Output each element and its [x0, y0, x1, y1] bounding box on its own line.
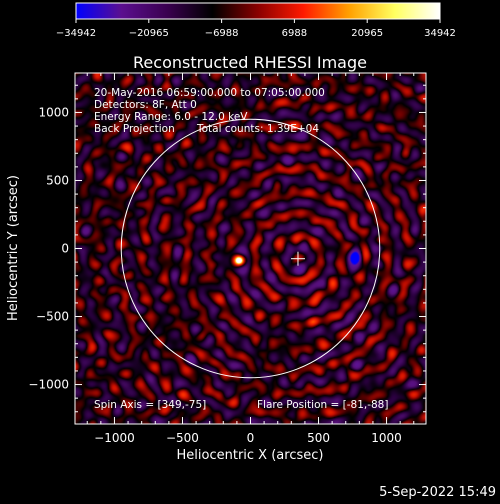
annotation-method: Back Projection	[94, 123, 175, 135]
timestamp-label: 5-Sep-2022 15:49	[379, 485, 496, 500]
x-tick-label: 500	[307, 431, 330, 445]
x-tick-label: −1000	[94, 431, 135, 445]
annotation-energy: Energy Range: 6.0 - 12.0 keV	[94, 111, 248, 123]
spin-axis-marker	[290, 251, 305, 266]
colorbar-tick-label: 34942	[424, 28, 456, 39]
x-axis-title: Heliocentric X (arcsec)	[177, 448, 324, 463]
annotation-total-counts: Total counts: 1.39E+04	[196, 123, 319, 135]
x-tick-label: 0	[247, 431, 255, 445]
spin-axis-label: Spin Axis = [349,-75]	[94, 399, 206, 411]
y-tick-label: 0	[61, 242, 69, 256]
solar-limb-circle	[120, 118, 381, 379]
flare-position-label: Flare Position = [-81,-88]	[257, 399, 388, 411]
y-tick-label: 1000	[38, 105, 69, 119]
y-tick-label: −500	[36, 310, 69, 324]
colorbar-ticks: −34942 −20965 −6988 6988 20965 34942	[56, 19, 456, 39]
y-axis-title: Heliocentric Y (arcsec)	[6, 175, 21, 321]
info-annotations: 20-May-2016 06:59:00.000 to 07:05:00.000…	[94, 87, 325, 135]
y-tick-label: 500	[46, 173, 69, 187]
heatmap-image	[75, 73, 426, 424]
colorbar	[75, 2, 441, 20]
colorbar-tick-label: 6988	[282, 28, 307, 39]
y-tick-labels: −1000 −500 0 500 1000	[28, 105, 69, 391]
colorbar-tick-label: −6988	[205, 28, 239, 39]
chart-title: Reconstructed RHESSI Image	[133, 53, 367, 72]
colorbar-tick-label: −20965	[129, 28, 169, 39]
annotation-detectors: Detectors: 8F, Att 0	[94, 99, 197, 111]
annotation-time-range: 20-May-2016 06:59:00.000 to 07:05:00.000	[94, 87, 325, 99]
y-tick-label: −1000	[28, 378, 69, 392]
x-tick-label: 1000	[371, 431, 402, 445]
x-tick-labels: −1000 −500 0 500 1000	[94, 431, 402, 445]
x-tick-label: −500	[166, 431, 199, 445]
colorbar-tick-label: 20965	[351, 28, 383, 39]
axis-ticks	[75, 73, 426, 424]
colorbar-tick-label: −34942	[56, 28, 96, 39]
